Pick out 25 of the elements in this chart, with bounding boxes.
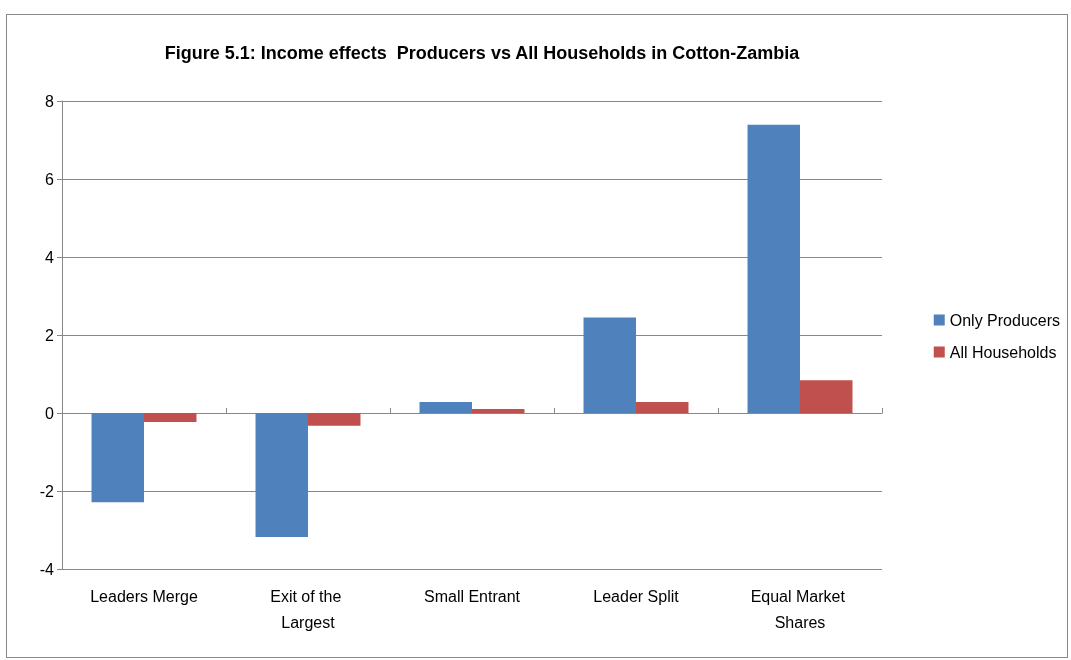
y-tick-label: -2 <box>39 482 55 500</box>
bar <box>747 124 800 413</box>
legend-label: All Households <box>949 343 1057 361</box>
bar <box>255 413 308 538</box>
bar <box>91 413 144 503</box>
legend-label: Only Producers <box>949 311 1060 329</box>
y-tick-label: 4 <box>45 248 55 266</box>
x-tick-label: Leader Split <box>593 587 680 605</box>
x-tick-label: Leaders Merge <box>90 587 198 605</box>
y-tick-label: 8 <box>45 92 55 110</box>
y-tick-label: 0 <box>45 404 55 422</box>
bar <box>583 317 636 413</box>
y-tick-label: 6 <box>45 170 55 188</box>
bar <box>472 409 525 413</box>
y-tick-label: 2 <box>45 326 55 344</box>
x-tick-label: Exit of the Largest <box>270 587 346 631</box>
bar <box>419 402 472 413</box>
x-tick-label: Equal Market Shares <box>750 587 850 631</box>
x-tick-label: Small Entrant <box>423 587 521 605</box>
y-tick-label: -4 <box>39 560 55 578</box>
bar <box>636 402 689 413</box>
chart-title: Figure 5.1: Income effects Producers vs All Households in Cotton-Zambia <box>164 43 801 63</box>
bar <box>800 380 853 413</box>
bar <box>308 413 361 426</box>
bar <box>144 413 197 422</box>
